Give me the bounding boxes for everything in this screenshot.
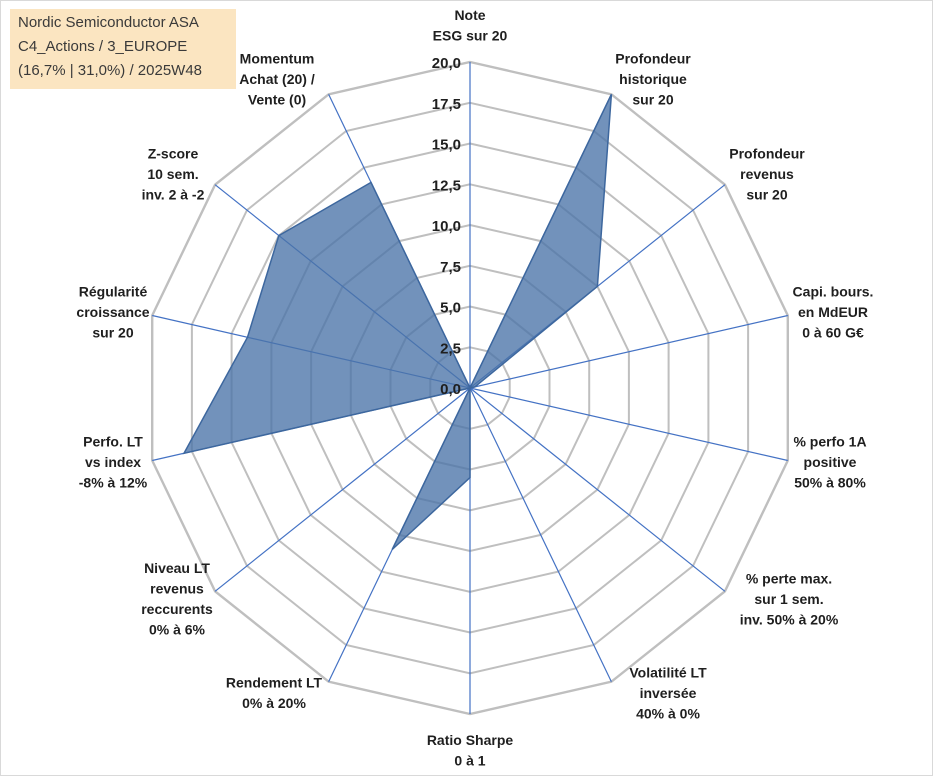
- radar-axis-labels: Note ESG sur 20 Profondeur historique sur 20…: [76, 7, 873, 769]
- axis-label-4-line-2: 50% à 80%: [794, 474, 866, 490]
- axis-label-1-line-0: Profondeur: [615, 50, 691, 66]
- axis-label-2-line-1: revenus: [740, 166, 794, 182]
- axis-label-4-line-1: positive: [804, 454, 857, 470]
- axis-label-10: Perfo. LT vs index -8% à 12%: [79, 433, 148, 490]
- axis-label-5-line-1: sur 1 sem.: [754, 591, 823, 607]
- tick-label-3: 7,5: [440, 259, 461, 276]
- axis-label-3-line-0: Capi. bours.: [793, 283, 874, 299]
- tick-label-8: 20,0: [432, 55, 461, 72]
- tick-label-6: 15,0: [432, 137, 461, 154]
- axis-label-8-line-0: Rendement LT: [226, 675, 323, 691]
- axis-label-6-line-0: Volatilité LT: [629, 664, 707, 680]
- chart-title-box: Nordic Semiconductor ASA C4_Actions / 3_…: [10, 9, 236, 89]
- axis-label-13-line-0: Momentum: [240, 50, 315, 66]
- axis-label-4-line-0: % perfo 1A: [793, 433, 866, 449]
- axis-label-2: Profondeur revenus sur 20: [729, 145, 805, 202]
- axis-label-9-line-0: Niveau LT: [144, 560, 210, 576]
- axis-label-13-line-2: Vente (0): [248, 91, 306, 107]
- axis-label-5: % perte max. sur 1 sem. inv. 50% à 20%: [740, 570, 839, 627]
- axis-label-11: Régularité croissance sur 20: [76, 283, 149, 340]
- axis-label-7-line-0: Ratio Sharpe: [427, 732, 514, 748]
- tick-label-2: 5,0: [440, 300, 461, 317]
- axis-label-7-line-1: 0 à 1: [454, 753, 485, 769]
- axis-label-11-line-0: Régularité: [79, 283, 148, 299]
- axis-label-8-line-1: 0% à 20%: [242, 695, 306, 711]
- axis-label-2-line-2: sur 20: [746, 186, 787, 202]
- tick-label-7: 17,5: [432, 96, 461, 113]
- spoke-4: [469, 387, 788, 462]
- axis-label-0: Note ESG sur 20: [433, 7, 508, 44]
- axis-label-7: Ratio Sharpe 0 à 1: [427, 732, 514, 769]
- axis-label-10-line-1: vs index: [85, 454, 141, 470]
- axis-label-3-line-2: 0 à 60 G€: [802, 324, 864, 340]
- series-area: [182, 93, 613, 551]
- axis-label-4: % perfo 1A positive 50% à 80%: [793, 433, 866, 490]
- spoke-3: [469, 314, 788, 389]
- axis-label-5-line-2: inv. 50% à 20%: [740, 611, 839, 627]
- axis-label-12-line-1: 10 sem.: [147, 166, 198, 182]
- axis-label-1: Profondeur historique sur 20: [615, 50, 691, 107]
- axis-label-12-line-0: Z-score: [148, 145, 199, 161]
- axis-label-0-line-1: ESG sur 20: [433, 28, 508, 44]
- spoke-6: [469, 387, 612, 682]
- axis-label-12-line-2: inv. 2 à -2: [142, 186, 205, 202]
- axis-label-1-line-2: sur 20: [632, 91, 673, 107]
- spoke-5: [469, 387, 726, 592]
- axis-label-9-line-1: revenus: [150, 581, 204, 597]
- axis-label-5-line-0: % perte max.: [746, 570, 832, 586]
- axis-label-6-line-2: 40% à 0%: [636, 705, 700, 721]
- axis-label-11-line-1: croissance: [76, 304, 149, 320]
- axis-label-11-line-2: sur 20: [92, 324, 133, 340]
- tick-label-4: 10,0: [432, 218, 461, 235]
- axis-label-0-line-0: Note: [454, 7, 485, 23]
- axis-label-8: Rendement LT 0% à 20%: [226, 675, 323, 712]
- axis-label-2-line-0: Profondeur: [729, 145, 805, 161]
- axis-label-9-line-2: reccurents: [141, 601, 213, 617]
- axis-label-3-line-1: en MdEUR: [798, 304, 868, 320]
- tick-label-1: 2,5: [440, 340, 461, 357]
- radar-series: [182, 93, 613, 551]
- radar-tick-labels: 0,0 2,5 5,0 7,5 10,0 12,5 15,0 17,5 20,0: [432, 55, 461, 398]
- axis-label-13-line-1: Achat (20) /: [239, 71, 315, 87]
- title-line-stats: (16,7% | 31,0%) / 2025W48: [18, 62, 202, 79]
- axis-label-10-line-0: Perfo. LT: [83, 433, 143, 449]
- title-line-category: C4_Actions / 3_EUROPE: [18, 38, 188, 55]
- axis-label-10-line-2: -8% à 12%: [79, 474, 148, 490]
- axis-label-12: Z-score 10 sem. inv. 2 à -2: [142, 145, 205, 202]
- axis-label-1-line-1: historique: [619, 71, 687, 87]
- axis-label-9-line-3: 0% à 6%: [149, 622, 206, 638]
- spoke-9: [214, 387, 471, 592]
- tick-label-5: 12,5: [432, 177, 461, 194]
- axis-label-9: Niveau LT revenus reccurents 0% à 6%: [141, 560, 213, 638]
- axis-label-13: Momentum Achat (20) / Vente (0): [239, 50, 315, 107]
- axis-label-6-line-1: inversée: [640, 685, 697, 701]
- axis-label-3: Capi. bours. en MdEUR 0 à 60 G€: [793, 283, 874, 340]
- axis-label-6: Volatilité LT inversée 40% à 0%: [629, 664, 707, 721]
- title-line-company: Nordic Semiconductor ASA: [18, 14, 199, 31]
- tick-label-0: 0,0: [440, 381, 461, 398]
